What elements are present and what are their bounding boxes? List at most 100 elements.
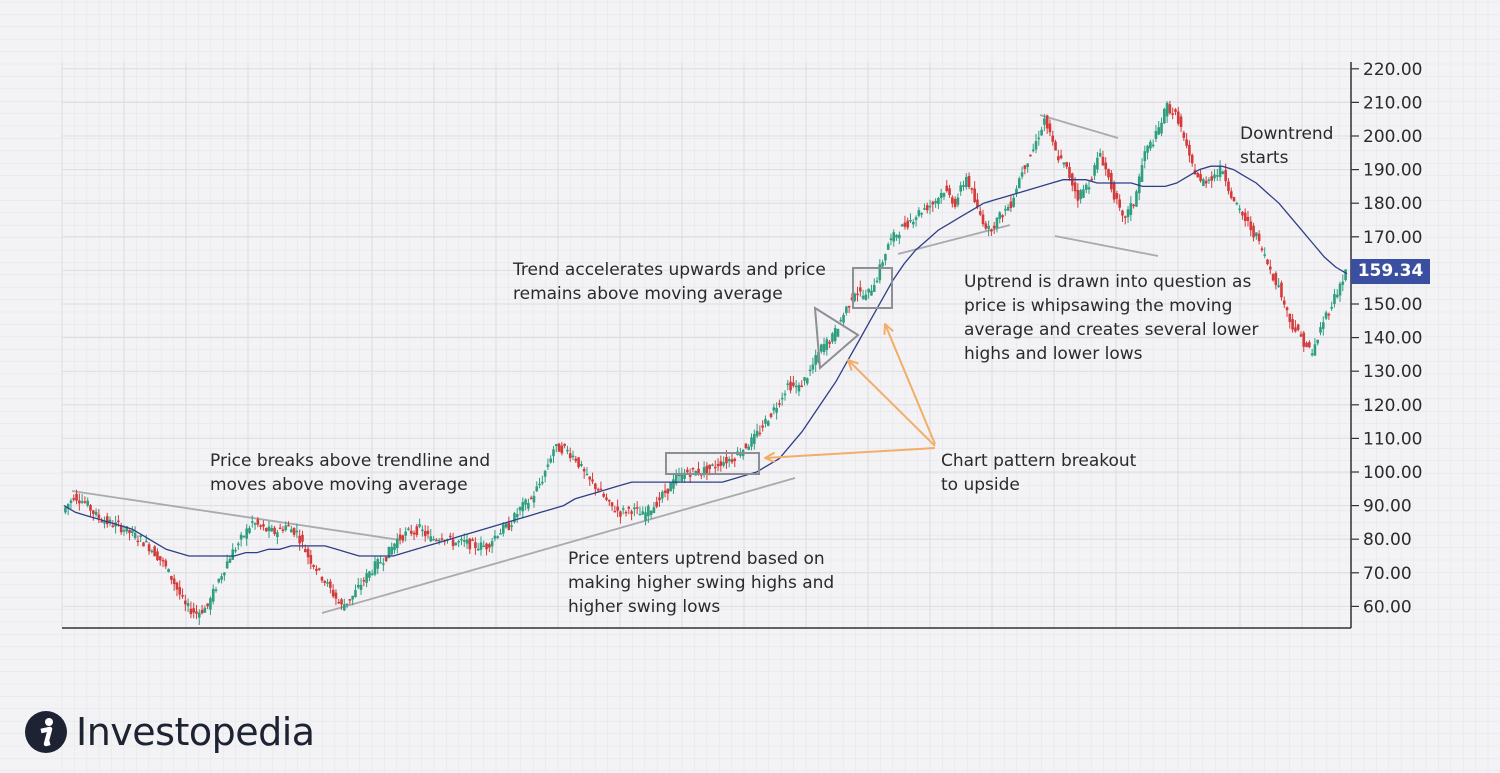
candle-up	[407, 528, 410, 531]
candle-down	[1073, 182, 1077, 192]
candle-up	[429, 536, 433, 542]
candle-up	[404, 531, 407, 536]
candle-up	[995, 217, 999, 228]
candle-up	[803, 377, 806, 381]
candle-down	[306, 548, 310, 558]
candle-down	[105, 516, 109, 525]
candle-down	[1294, 327, 1297, 332]
candle-down	[119, 525, 123, 533]
candle-up	[775, 408, 778, 413]
candle-up	[964, 176, 968, 187]
candle-down	[83, 501, 87, 503]
candle-down	[1224, 170, 1227, 182]
candle-up	[825, 339, 829, 350]
candle-up	[1235, 202, 1239, 205]
candle-up	[1062, 162, 1066, 165]
candle-up	[1154, 131, 1158, 139]
candle-down	[792, 382, 795, 386]
candle-up	[454, 542, 458, 546]
candle-up	[928, 205, 932, 208]
candle-up	[889, 238, 893, 241]
candle-up	[479, 542, 483, 550]
candle-up	[368, 571, 371, 578]
candle-down	[568, 453, 572, 459]
candle-down	[323, 580, 327, 583]
candle-up	[875, 280, 879, 283]
candle-down	[992, 225, 996, 229]
chart-patterns	[665, 267, 893, 475]
candle-down	[153, 546, 156, 557]
candle-up	[510, 525, 513, 527]
candle-up	[356, 584, 360, 588]
candle-up	[225, 561, 229, 569]
y-tick-label: 180.00	[1363, 194, 1422, 214]
candle-up	[923, 208, 926, 210]
candle-up	[772, 407, 776, 411]
candle-down	[100, 521, 103, 523]
candle-down	[627, 506, 631, 509]
candle-up	[1151, 144, 1155, 147]
candle-up	[1263, 254, 1267, 256]
candle-up	[797, 384, 801, 392]
candle-down	[1299, 334, 1303, 337]
candle-up	[1277, 285, 1280, 287]
y-tick-label: 130.00	[1363, 362, 1422, 382]
candle-down	[409, 530, 413, 534]
annotation-uptrend: Price enters uptrend based on making hig…	[568, 549, 835, 617]
candle-up	[920, 213, 923, 215]
candle-down	[1107, 168, 1110, 178]
candle-down	[635, 507, 639, 509]
candle-up	[538, 483, 541, 486]
candle-down	[624, 511, 628, 514]
candle-up	[845, 306, 848, 314]
candle-up	[870, 290, 873, 296]
y-tick-label: 170.00	[1363, 228, 1422, 248]
candle-down	[978, 211, 982, 215]
candle-up	[1146, 145, 1149, 153]
candle-up	[764, 418, 767, 424]
candle-up	[566, 449, 569, 452]
candle-up	[365, 573, 368, 583]
candle-down	[1210, 176, 1214, 181]
candle-down	[577, 457, 580, 468]
candle-down	[1302, 332, 1306, 347]
candle-up	[1316, 339, 1320, 344]
candle-down	[599, 488, 603, 491]
candle-down	[1182, 132, 1186, 138]
candle-up	[649, 510, 653, 515]
candle-down	[507, 522, 511, 530]
candle-down	[1296, 324, 1300, 330]
candle-up	[253, 523, 257, 525]
y-tick-label: 140.00	[1363, 329, 1422, 349]
candle-down	[172, 578, 176, 585]
candle-down	[529, 497, 533, 500]
candle-up	[108, 519, 112, 524]
candle-down	[412, 532, 416, 535]
candle-up	[660, 492, 664, 499]
candle-up	[783, 393, 787, 396]
candle-up	[1079, 190, 1082, 200]
candle-down	[331, 589, 335, 597]
candle-down	[329, 581, 332, 588]
candle-up	[1333, 293, 1336, 305]
candle-up	[527, 502, 530, 509]
lower-highs-line	[1039, 114, 1119, 139]
candle-up	[872, 284, 876, 292]
y-tick-label: 70.00	[1363, 564, 1412, 584]
y-tick-label: 220.00	[1363, 60, 1422, 80]
candle-down	[1123, 216, 1127, 218]
candle-down	[705, 465, 709, 474]
candle-up	[808, 369, 812, 372]
candle-up	[393, 543, 396, 551]
candle-down	[588, 476, 592, 480]
candle-down	[259, 525, 262, 527]
candle-down	[560, 445, 564, 454]
candle-up	[641, 511, 645, 515]
descending-trendline	[71, 490, 401, 541]
candle-up	[418, 524, 421, 527]
candle-down	[1118, 199, 1121, 208]
candle-up	[580, 463, 583, 466]
investopedia-logo: Investopedia	[24, 708, 315, 756]
candle-down	[312, 565, 315, 567]
candle-down	[925, 205, 929, 211]
